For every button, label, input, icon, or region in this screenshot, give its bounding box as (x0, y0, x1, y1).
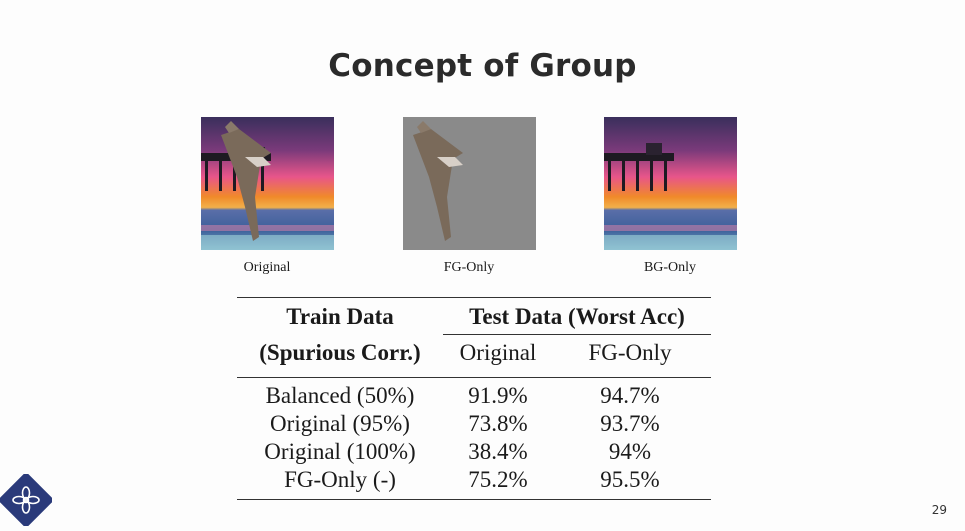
page-number: 29 (931, 503, 947, 517)
bg-only-image (604, 117, 737, 250)
table-bottom-rule (237, 499, 711, 500)
subheader-fg-only: FG-Only (588, 340, 672, 365)
original-scene (201, 117, 334, 250)
table-mid-rule (237, 377, 711, 378)
caption-fg-only: FG-Only (443, 260, 495, 275)
row-original: 75.2% (468, 467, 528, 492)
institution-logo (0, 471, 55, 529)
caption-bg-only: BG-Only (643, 260, 697, 275)
row-train: FG-Only (-) (284, 467, 396, 492)
row-fg-only: 94% (608, 439, 652, 464)
row-fg-only: 94.7% (600, 383, 660, 408)
bg-only-scene (604, 117, 737, 250)
table-group-rule (443, 334, 711, 335)
row-fg-only: 95.5% (600, 467, 660, 492)
slide-title: Concept of Group (328, 48, 637, 84)
subheader-original: Original (459, 340, 537, 365)
original-image (201, 117, 334, 250)
row-train: Original (100%) (264, 439, 416, 464)
row-fg-only: 93.7% (600, 411, 660, 436)
fg-only-scene (403, 117, 536, 250)
fg-only-image (403, 117, 536, 250)
caption-original: Original (243, 260, 291, 275)
row-train: Balanced (50%) (265, 383, 415, 408)
row-original: 73.8% (468, 411, 528, 436)
row-train: Original (95%) (270, 411, 410, 436)
flower-logo-icon (0, 471, 55, 529)
row-original: 38.4% (468, 439, 528, 464)
row-original: 91.9% (468, 383, 528, 408)
header-spurious-corr: (Spurious Corr.) (259, 340, 421, 365)
header-train-data: Train Data (286, 304, 394, 329)
header-test-data: Test Data (Worst Acc) (469, 304, 685, 329)
table-top-rule (237, 297, 711, 298)
